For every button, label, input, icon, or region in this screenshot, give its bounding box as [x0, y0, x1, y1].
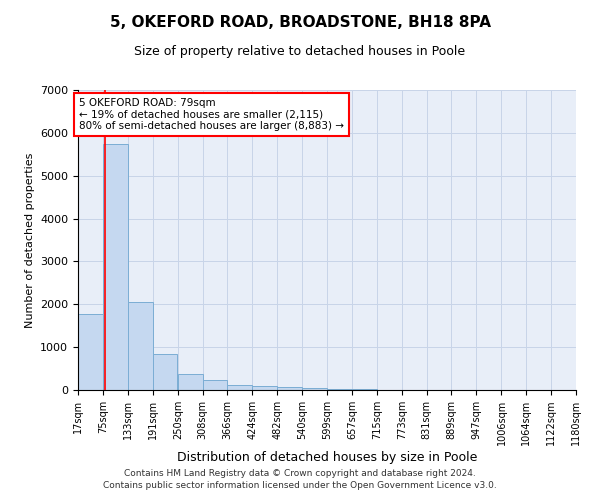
Bar: [327, 388, 352, 390]
Bar: [227, 386, 252, 390]
Text: Size of property relative to detached houses in Poole: Size of property relative to detached ho…: [134, 45, 466, 58]
Text: 5, OKEFORD ROAD, BROADSTONE, BH18 8PA: 5, OKEFORD ROAD, BROADSTONE, BH18 8PA: [110, 15, 491, 30]
Bar: [302, 388, 327, 390]
Bar: [152, 354, 178, 390]
Bar: [128, 302, 152, 390]
Bar: [277, 387, 302, 390]
Bar: [178, 374, 203, 390]
Text: Contains public sector information licensed under the Open Government Licence v3: Contains public sector information licen…: [103, 481, 497, 490]
Bar: [352, 389, 377, 390]
Bar: [203, 380, 227, 390]
Bar: [252, 386, 277, 390]
Text: Contains HM Land Registry data © Crown copyright and database right 2024.: Contains HM Land Registry data © Crown c…: [124, 468, 476, 477]
X-axis label: Distribution of detached houses by size in Poole: Distribution of detached houses by size …: [177, 451, 477, 464]
Y-axis label: Number of detached properties: Number of detached properties: [25, 152, 35, 328]
Bar: [103, 144, 128, 390]
Text: 5 OKEFORD ROAD: 79sqm
← 19% of detached houses are smaller (2,115)
80% of semi-d: 5 OKEFORD ROAD: 79sqm ← 19% of detached …: [79, 98, 344, 131]
Bar: [78, 314, 103, 390]
